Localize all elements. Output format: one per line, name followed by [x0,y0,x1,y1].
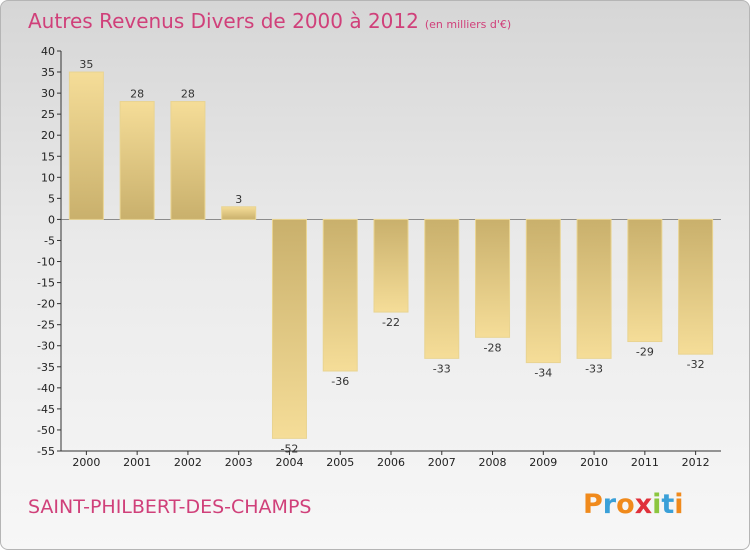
data-label: -52 [280,442,298,455]
x-tick-label: 2000 [72,456,100,469]
y-tick-label: -25 [37,319,55,332]
y-tick-label: 10 [41,171,55,184]
bars [68,71,714,439]
chart-title: Autres Revenus Divers de 2000 à 2012 (en … [28,9,512,33]
bar-2012 [678,218,714,355]
data-label: -33 [585,362,603,375]
data-label: 35 [79,58,93,71]
x-tick-label: 2005 [326,456,354,469]
y-tick-label: -50 [37,424,55,437]
y-tick-label: 5 [48,192,55,205]
y-tick-label: -55 [37,445,55,458]
bar-2010 [576,218,612,359]
bar-2009 [525,218,561,364]
data-label: -34 [534,367,552,380]
bar-2006 [373,218,409,313]
logo-letter: P [583,489,603,520]
x-tick-label: 2003 [225,456,253,469]
bar-2008 [475,218,511,338]
y-tick-label: 0 [48,213,55,226]
axes: 40 35 30 25 20 15 10 5 0 -5 -10 -15 -20 -25 -30 -35 -40 -… [37,45,721,469]
y-tick-label: -10 [37,256,55,269]
logo-letter: t [661,489,675,520]
bar-2004 [271,218,307,439]
bar-2002 [170,101,206,220]
x-tick-label: 2004 [275,456,303,469]
data-label: -32 [687,358,705,371]
bar-2011 [627,218,663,343]
data-label: -36 [331,375,349,388]
y-tick-label: -15 [37,277,55,290]
logo-letter: x [634,489,653,520]
bar-2000 [68,71,104,220]
y-tick-label: -40 [37,382,55,395]
data-label: -28 [484,341,502,354]
x-tick-label: 2008 [479,456,507,469]
x-tick-label: 2001 [123,456,151,469]
y-tick-label: 20 [41,129,55,142]
y-tick-label: 30 [41,87,55,100]
data-labels: 35 28 28 3 -52 -36 -22 -33 -28 -34 -33 -29 -32 [79,58,704,455]
logo-letter: o [616,489,635,520]
chart-subtitle: (en milliers d'€) [424,18,512,31]
x-tick-label: 2011 [631,456,659,469]
y-tick-label: 15 [41,150,55,163]
x-tick-label: 2009 [529,456,557,469]
y-tick-label: -45 [37,403,55,416]
bar-2001 [119,101,155,220]
commune-name: SAINT-PHILBERT-DES-CHAMPS [28,496,312,518]
bar-2003 [221,206,257,220]
data-label: -29 [636,346,654,359]
data-label: -33 [433,362,451,375]
x-tick-label: 2007 [428,456,456,469]
x-tick-label: 2012 [682,456,710,469]
logo-letter: i [674,489,684,520]
y-tick-label: 40 [41,45,55,58]
logo-letter: r [602,489,617,520]
data-label: 3 [235,193,242,206]
data-label: -22 [382,316,400,329]
data-label: 28 [130,88,144,101]
y-tick-label: -35 [37,361,55,374]
y-tick-label: -30 [37,340,55,353]
x-tick-label: 2010 [580,456,608,469]
x-tick-label: 2006 [377,456,405,469]
y-tick-label: 35 [41,66,55,79]
bar-2005 [322,218,358,372]
logo-letter: i [652,489,662,520]
y-tick-label: -5 [44,234,55,247]
y-tick-label: -20 [37,298,55,311]
y-tick-label: 25 [41,108,55,121]
data-label: 28 [181,88,195,101]
x-tick-label: 2002 [174,456,202,469]
proxiti-logo: Proxiti [583,489,684,520]
bar-2007 [424,218,460,359]
